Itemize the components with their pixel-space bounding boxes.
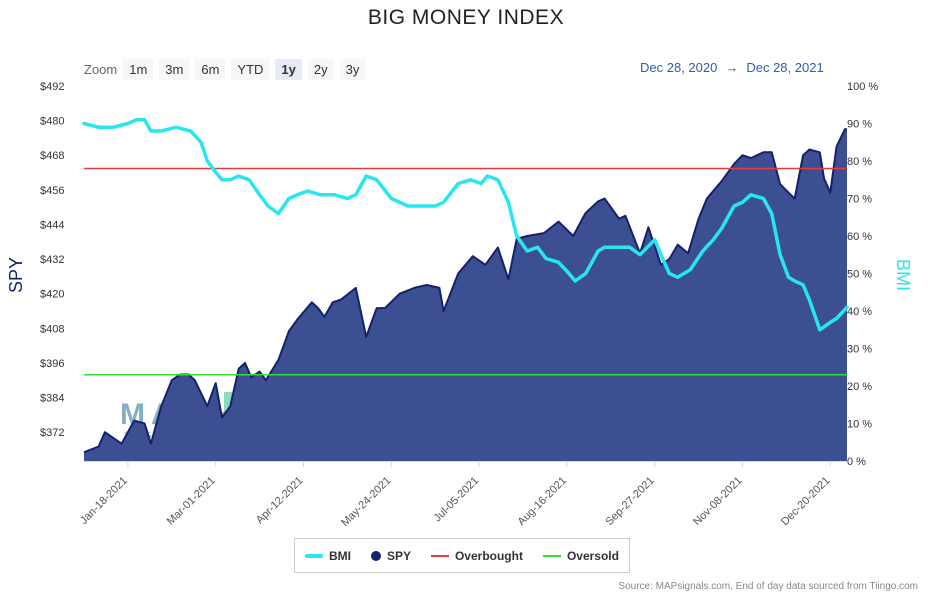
x-tick-label: Jan-18-2021	[78, 475, 130, 527]
x-tick-label: Sep-27-2021	[603, 475, 656, 528]
y-left-tick-label: $444	[40, 220, 64, 232]
legend: BMI SPY Overbought Oversold	[294, 538, 630, 573]
zoom-controls: Zoom 1m 3m 6m YTD 1y 2y 3y	[84, 57, 371, 81]
legend-swatch	[430, 554, 449, 557]
y-right-tick-label: 60 %	[847, 231, 872, 243]
legend-label: Overbought	[454, 548, 523, 563]
y-left-tick-label: $372	[40, 427, 64, 439]
y-left-tick-label: $420	[40, 289, 64, 301]
legend-label: BMI	[328, 548, 351, 563]
range-arrow: →	[725, 60, 739, 75]
y-right-tick-label: 0 %	[847, 456, 866, 468]
y-left-axis-title: SPY	[6, 257, 26, 293]
range-from[interactable]: Dec 28, 2020	[640, 60, 718, 75]
zoom-button-1y[interactable]: 1y	[275, 58, 302, 80]
y-right-tick-label: 70 %	[847, 194, 872, 206]
legend-label: SPY	[386, 548, 411, 563]
spy-area	[84, 129, 847, 462]
y-right-tick-label: 100 %	[847, 81, 878, 93]
x-tick-label: Jul-05-2021	[432, 475, 482, 525]
bmi-line	[82, 118, 849, 332]
chart-title: BIG MONEY INDEX	[367, 6, 565, 29]
legend-swatch	[304, 553, 323, 558]
spy-line	[83, 128, 847, 454]
y-left-tick-label: $492	[40, 81, 64, 93]
legend-item-oversold[interactable]: Oversold	[542, 548, 619, 563]
x-tick-label: Nov-08-2021	[691, 475, 744, 528]
x-tick-label: May-24-2021	[339, 475, 393, 529]
y-left-tick-label: $408	[40, 323, 64, 335]
x-tick-label: Mar-01-2021	[165, 475, 218, 528]
legend-item-overbought[interactable]: Overbought	[430, 548, 523, 563]
y-left-tick-label: $456	[40, 185, 64, 197]
x-tick-label: Dec-20-2021	[779, 475, 832, 528]
y-right-tick-label: 40 %	[847, 306, 872, 318]
y-left-tick-label: $384	[40, 393, 64, 405]
y-right-tick-label: 90 %	[847, 119, 872, 131]
y-right-tick-label: 30 %	[847, 344, 872, 356]
zoom-label: Zoom	[84, 61, 118, 77]
y-left-tick-label: $396	[40, 358, 64, 370]
zoom-button-3y[interactable]: 3y	[339, 58, 366, 80]
y-right-tick-label: 80 %	[847, 156, 872, 168]
legend-swatch	[370, 550, 381, 561]
y-right-tick-label: 50 %	[847, 269, 872, 281]
zoom-button-3m[interactable]: 3m	[159, 58, 190, 80]
range-to[interactable]: Dec 28, 2021	[746, 60, 824, 75]
y-right-axis-title: BMI	[893, 259, 913, 291]
x-tick-label: Aug-16-2021	[516, 475, 569, 528]
zoom-button-ytd[interactable]: YTD	[231, 58, 270, 80]
legend-item-spy[interactable]: SPY	[370, 548, 411, 563]
y-left-tick-label: $480	[40, 116, 64, 128]
y-left-tick-label: $432	[40, 254, 64, 266]
legend-label: Oversold	[566, 548, 619, 563]
legend-item-bmi[interactable]: BMI	[304, 548, 351, 563]
y-right-tick-label: 10 %	[847, 419, 872, 431]
source-note: Source: MAPsignals.com, End of day data …	[618, 581, 918, 592]
zoom-button-1m[interactable]: 1m	[123, 58, 154, 80]
zoom-button-2y[interactable]: 2y	[307, 58, 334, 80]
date-range: Dec 28, 2020 → Dec 28, 2021	[640, 60, 824, 75]
y-left-tick-label: $468	[40, 150, 64, 162]
x-tick-label: Apr-12-2021	[254, 475, 306, 527]
legend-swatch	[542, 554, 561, 557]
zoom-button-6m[interactable]: 6m	[195, 58, 226, 80]
y-right-tick-label: 20 %	[847, 381, 872, 393]
